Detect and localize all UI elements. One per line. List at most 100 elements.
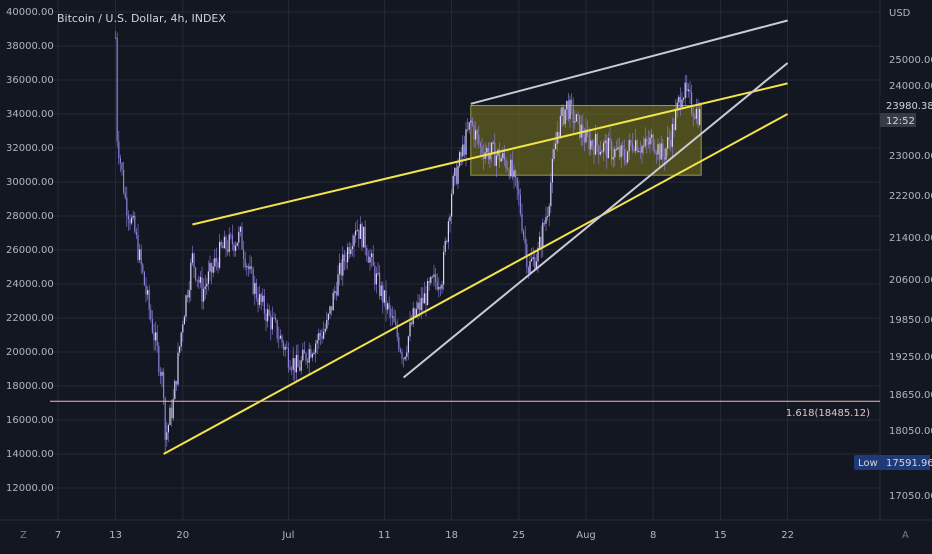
candle-body (327, 313, 329, 320)
candle-body (627, 151, 629, 163)
candle-body (623, 149, 625, 160)
candle-body (395, 322, 397, 325)
candle-body (281, 335, 283, 343)
trendlines[interactable] (163, 19, 789, 455)
right-price-axis[interactable]: 25000.00 24000.00 23000.00 22200.00 21400.00… (889, 55, 932, 502)
candle-body (163, 371, 165, 398)
fib-label: 1.618(18485.12) (786, 408, 870, 419)
candle-body (643, 145, 645, 147)
candle-body (359, 224, 361, 239)
candle-body (628, 140, 630, 152)
candle-body (179, 346, 181, 353)
candle-body (310, 349, 312, 358)
candle-body (223, 236, 225, 249)
candle-body (180, 332, 182, 347)
candle-body (651, 134, 653, 138)
candle-body (227, 249, 229, 252)
candle-body (267, 309, 269, 322)
trendline-white[interactable] (402, 62, 789, 379)
candle-body (140, 249, 142, 265)
candle-body (662, 143, 664, 157)
candle-body (273, 317, 275, 319)
candle-body (659, 144, 661, 160)
candle-body (347, 247, 349, 263)
candle-body (695, 108, 697, 119)
candle-body (423, 293, 425, 304)
candle-body (572, 104, 574, 123)
right-tick-label: 22200.00 (889, 191, 932, 202)
time-axis[interactable]: 7 13 20 Jul 11 18 25 Aug 8 15 22 (0, 519, 932, 541)
candle-body (292, 358, 294, 370)
candle-body (451, 193, 453, 217)
candle-body (311, 354, 313, 358)
candle-body (244, 258, 246, 268)
candle-body (414, 308, 416, 316)
candle-body (457, 165, 459, 184)
candle-body (486, 147, 488, 153)
candle-body (161, 371, 163, 376)
candle-body (524, 236, 526, 245)
left-tick-label: 12000.00 (6, 483, 54, 494)
candle-body (305, 353, 307, 361)
trendline-yellow[interactable] (163, 113, 789, 455)
candle-body (198, 280, 200, 283)
candle-body (652, 134, 654, 150)
candle-body (687, 89, 689, 92)
candle-body (681, 99, 683, 108)
candle-body (299, 367, 301, 371)
candle-body (151, 319, 153, 333)
candle-body (313, 352, 315, 355)
candle-body (126, 197, 128, 216)
candle-body (340, 262, 342, 276)
candle-body (196, 279, 198, 281)
candle-body (611, 141, 613, 160)
left-tick-label: 30000.00 (6, 177, 54, 188)
candle-body (391, 316, 393, 318)
candle-body (190, 262, 192, 291)
right-tick-label: 18050.00 (889, 426, 932, 437)
candle-body (398, 336, 400, 350)
candle-body (417, 302, 419, 310)
trendline-white[interactable] (470, 19, 788, 105)
right-tick-label: 19250.00 (889, 352, 932, 363)
left-price-axis[interactable]: 40000.00 38000.00 36000.00 34000.00 32000.00… (6, 7, 54, 494)
candle-body (167, 424, 169, 433)
candle-body (660, 143, 662, 160)
candle-body (387, 303, 389, 310)
candle-body (195, 267, 197, 280)
candle-body (657, 144, 659, 155)
candle-body (206, 283, 208, 287)
candle-body (211, 263, 213, 273)
trendline-yellow[interactable] (192, 82, 788, 226)
candle-body (638, 151, 640, 153)
candle-body (212, 266, 214, 273)
auto-scale-button[interactable]: A (902, 530, 909, 541)
low-value: 17591.96 (886, 458, 932, 469)
candle-body (203, 288, 205, 302)
candle-body (214, 258, 216, 267)
left-tick-label: 18000.00 (6, 381, 54, 392)
candle-body (129, 219, 131, 224)
candle-body (308, 349, 310, 363)
candle-body (247, 266, 249, 270)
candle-body (331, 306, 333, 311)
candle-body (238, 231, 240, 243)
candle-body (502, 152, 504, 159)
right-tick-label: 24000.00 (889, 81, 932, 92)
candle-body (444, 240, 446, 252)
candle-body (259, 294, 261, 305)
zoom-reset-button[interactable]: Z (20, 530, 27, 541)
candle-body (495, 155, 497, 166)
candle-body (639, 151, 641, 153)
left-tick-label: 26000.00 (6, 245, 54, 256)
candle-body (481, 146, 483, 154)
candle-body (476, 130, 478, 135)
candle-body (275, 317, 277, 321)
candle-body (351, 246, 353, 250)
candle-body (559, 116, 561, 137)
candle-body (510, 159, 512, 177)
candle-body (363, 226, 365, 248)
time-tick-label: 25 (512, 530, 525, 541)
